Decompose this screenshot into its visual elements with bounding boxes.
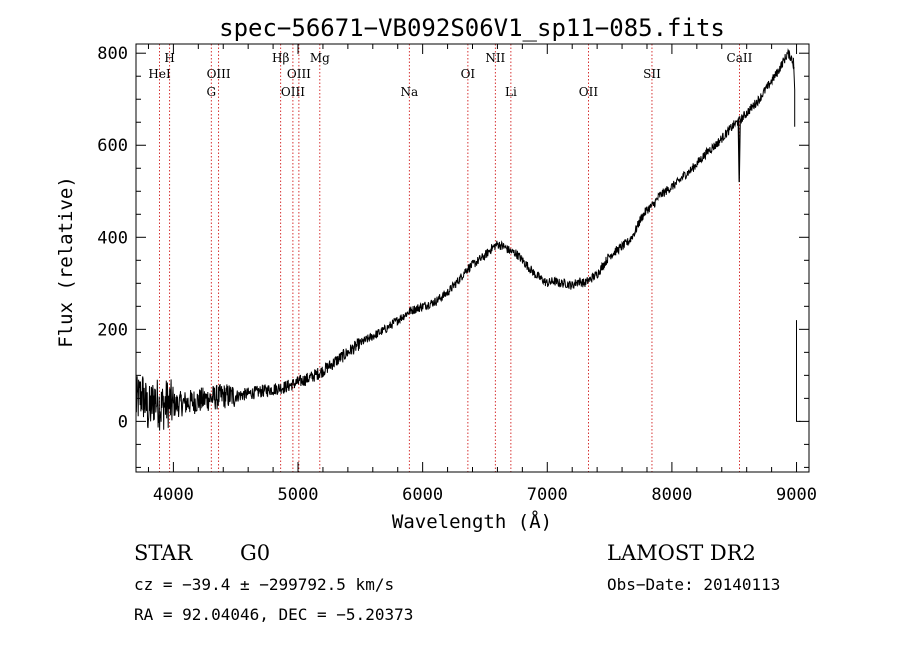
line-marker-label: G: [206, 85, 216, 99]
survey-name: LAMOST DR2: [607, 541, 756, 565]
ca-absorption-dip: [737, 118, 741, 183]
line-marker-label: Mg: [310, 51, 330, 65]
y-tick-label: 0: [118, 412, 128, 432]
observation-date: Obs−Date: 20140113: [607, 575, 780, 594]
line-marker-label: Na: [400, 85, 418, 99]
x-tick-label: 4000: [153, 485, 194, 505]
line-marker-label: OIII: [287, 67, 311, 81]
spectrum-edge: [792, 57, 801, 422]
spectrum-line: [135, 48, 795, 431]
y-axis-label: Flux (relative): [55, 176, 77, 348]
chart-title: spec−56671−VB092S06V1_sp11−085.fits: [219, 14, 725, 42]
y-tick-label: 200: [97, 320, 128, 340]
x-tick-label: 8000: [651, 485, 692, 505]
x-tick-label: 7000: [527, 485, 568, 505]
line-markers: HeI H OIII G Hβ OIII OIII Mg Na OI NII Li OII SII CaII: [148, 44, 753, 472]
line-marker-label: OIII: [207, 67, 231, 81]
line-marker-label: SII: [643, 67, 661, 81]
line-marker-label: Hβ: [272, 51, 289, 65]
redshift-velocity: cz = −39.4 ± −299792.5 km/s: [134, 575, 394, 594]
y-tick-label: 600: [97, 136, 128, 156]
line-marker-label: Li: [505, 85, 517, 99]
object-class: STAR: [134, 541, 193, 565]
plot-frame: [135, 43, 810, 473]
line-marker-label: HeI: [148, 67, 171, 81]
x-tick-label: 6000: [402, 485, 443, 505]
x-axis-label: Wavelength (Å): [392, 510, 552, 533]
x-tick-label: 5000: [278, 485, 319, 505]
line-marker-label: NII: [485, 51, 505, 65]
line-marker-label: CaII: [727, 51, 753, 65]
y-tick-label: 400: [97, 228, 128, 248]
object-subclass: G0: [240, 541, 270, 565]
coordinates: RA = 92.04046, DEC = −5.20373: [134, 605, 413, 624]
line-marker-label: OI: [461, 67, 476, 81]
line-marker-label: OIII: [281, 85, 305, 99]
line-marker-label: H: [164, 51, 174, 65]
axis-ticks: 4000 5000 6000 7000 8000 9000 0 200 400 600 800: [97, 44, 817, 505]
y-tick-label: 800: [97, 44, 128, 64]
x-tick-label: 9000: [776, 485, 817, 505]
line-marker-label: OII: [579, 85, 599, 99]
